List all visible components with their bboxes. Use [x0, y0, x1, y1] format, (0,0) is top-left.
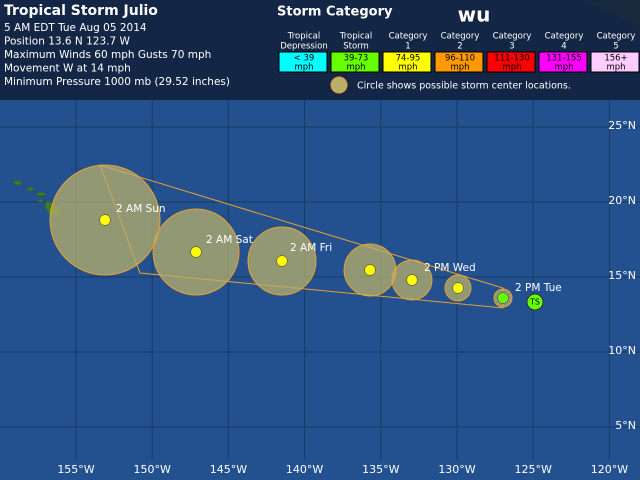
lat-label: 15°N [608, 269, 636, 282]
category-label: 1 [405, 42, 410, 52]
category-swatch [278, 51, 328, 73]
category-range: 111-130 [494, 54, 530, 64]
category-range: 39-73 [344, 54, 369, 64]
forecast-label: 2 AM Sun [116, 203, 166, 215]
category-label: Category [597, 32, 636, 42]
logo: wu [458, 3, 491, 27]
forecast-label: 2 AM Sat [206, 234, 253, 246]
lon-label: 150°W [134, 463, 171, 476]
category-swatch [538, 51, 588, 73]
category-range: mph [502, 63, 521, 73]
legend-note: Circle shows possible storm center locat… [357, 81, 571, 92]
category-swatch [434, 51, 484, 73]
category-label: Tropical [287, 32, 320, 42]
storm-icon [452, 282, 464, 294]
storm-icon [190, 246, 202, 258]
current-label: TS [529, 298, 540, 307]
lon-label: 145°W [210, 463, 247, 476]
storm-info: Position 13.6 N 123.7 W [4, 36, 131, 48]
lon-label: 130°W [438, 463, 475, 476]
storm-icon [364, 264, 376, 276]
category-label: 4 [561, 42, 566, 52]
category-label: Depression [280, 42, 328, 52]
category-range: mph [606, 63, 625, 73]
category-range: mph [398, 63, 417, 73]
category-range: mph [554, 63, 573, 73]
category-range: 96-110 [445, 54, 475, 64]
forecast-label: 2 AM Fri [290, 242, 332, 254]
category-label: 2 [457, 42, 462, 52]
header-panel [0, 0, 640, 100]
storm-info: 5 AM EDT Tue Aug 05 2014 [4, 22, 147, 34]
category-label: Category [545, 32, 584, 42]
category-range: 131-155 [546, 54, 582, 64]
storm-info: Minimum Pressure 1000 mb (29.52 inches) [4, 76, 230, 88]
category-range: < 39 [294, 54, 315, 64]
forecast-label: 2 PM Wed [424, 262, 476, 274]
lat-label: 10°N [608, 344, 636, 357]
category-swatch [486, 51, 536, 73]
category-label: Category [493, 32, 532, 42]
category-swatch [382, 51, 432, 73]
storm-title: Tropical Storm Julio [4, 3, 158, 19]
storm-icon [276, 255, 288, 267]
category-label: 5 [613, 42, 618, 52]
lon-label: 135°W [362, 463, 399, 476]
category-label: Category [389, 32, 428, 42]
current-position [526, 293, 544, 311]
category-range: mph [346, 63, 365, 73]
storm-info: Movement W at 14 mph [4, 63, 131, 75]
category-label: 3 [509, 42, 514, 52]
category-label: Category [441, 32, 480, 42]
lat-label: 5°N [615, 419, 636, 432]
forecast-label: 2 PM Tue [515, 282, 562, 294]
category-range: mph [450, 63, 469, 73]
category-label: Storm [343, 42, 369, 52]
category-range: mph [294, 63, 313, 73]
lon-label: 125°W [515, 463, 552, 476]
lon-label: 120°W [591, 463, 628, 476]
category-range: 156+ [604, 54, 627, 64]
lat-label: 20°N [608, 194, 636, 207]
legend-title: Storm Category [277, 5, 393, 20]
storm-icon [99, 214, 111, 226]
category-swatch [330, 51, 380, 73]
note-circle [330, 76, 348, 94]
category-swatch [590, 51, 640, 73]
storm-icon [497, 292, 509, 304]
lat-label: 25°N [608, 119, 636, 132]
category-range: 74-95 [396, 54, 421, 64]
lon-label: 140°W [286, 463, 323, 476]
category-label: Tropical [339, 32, 372, 42]
storm-icon [406, 274, 418, 286]
lon-label: 155°W [57, 463, 94, 476]
storm-info: Maximum Winds 60 mph Gusts 70 mph [4, 49, 211, 61]
